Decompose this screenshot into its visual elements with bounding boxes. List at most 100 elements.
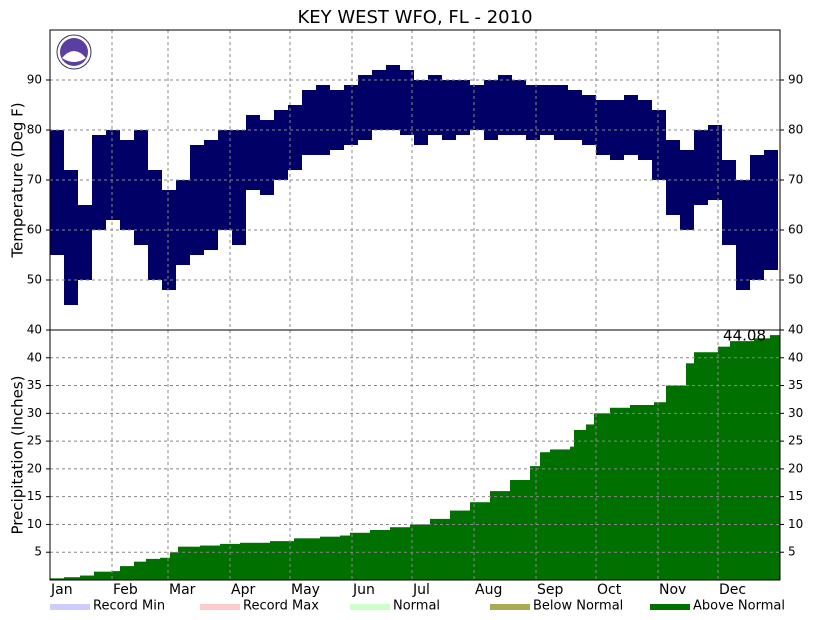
noaa-logo — [56, 34, 92, 70]
precip-step — [718, 346, 731, 580]
temperature-bar — [400, 70, 414, 135]
precip-step — [50, 578, 65, 580]
temperature-bar — [652, 110, 666, 180]
temperature-bar — [540, 85, 554, 135]
precip-step — [574, 430, 587, 580]
legend-label: Normal — [393, 599, 440, 614]
y-tick-label: 15 — [27, 489, 42, 503]
temperature-bar — [50, 130, 64, 255]
temperature-bar — [680, 150, 694, 230]
precip-step — [80, 575, 95, 580]
y-tick-label: 20 — [27, 461, 42, 475]
precip-step — [686, 363, 695, 580]
y-tick-label: 40 — [788, 350, 803, 364]
y-tick-label: 35 — [788, 378, 803, 392]
precip-step — [270, 541, 295, 580]
x-tick-label: Jan — [50, 582, 73, 598]
legend-swatch — [350, 604, 390, 610]
legend-label: Above Normal — [693, 599, 785, 614]
precip-step — [350, 532, 371, 580]
temperature-bar — [764, 150, 778, 270]
precip-step — [220, 543, 241, 580]
temperature-bar — [358, 75, 372, 140]
plot-area — [50, 65, 778, 305]
temperature-bar — [596, 100, 610, 155]
precip-step — [320, 536, 341, 580]
total-label: 44.08 — [723, 327, 766, 345]
y-tick-label: 50 — [27, 273, 42, 287]
precip-step — [64, 577, 81, 580]
temperature-bar — [190, 145, 204, 255]
precip-step — [550, 449, 571, 580]
precip-step — [430, 518, 451, 580]
temperature-bar — [624, 95, 638, 155]
temperature-bar — [78, 205, 92, 280]
y-tick-label: 15 — [788, 489, 803, 503]
legend-swatch — [50, 604, 90, 610]
temperature-bar — [274, 110, 288, 180]
y-tick-label: 90 — [27, 73, 42, 87]
temperature-bar — [344, 85, 358, 145]
precip-step — [570, 446, 575, 580]
y-tick-label: 30 — [788, 406, 803, 420]
precip-step — [540, 452, 551, 580]
precip-step — [630, 405, 655, 580]
precip-step — [134, 561, 147, 580]
temperature-bar — [708, 125, 722, 200]
temperature-bar — [470, 85, 484, 130]
precip-step — [146, 558, 161, 580]
y-axis-label: Temperature (Deg F) — [9, 102, 27, 258]
legend-label: Below Normal — [533, 599, 623, 614]
temperature-bar — [260, 120, 274, 195]
y-tick-label: 25 — [27, 434, 42, 448]
precip-step — [410, 524, 431, 580]
y-tick-label: 40 — [27, 350, 42, 364]
temperature-bar — [736, 180, 750, 290]
temperature-bar — [666, 140, 680, 215]
temperature-bar — [106, 130, 120, 220]
temperature-bar — [64, 170, 78, 305]
y-tick-label: 80 — [788, 123, 803, 137]
precip-step — [170, 552, 179, 580]
precip-step — [390, 527, 411, 580]
y-tick-label: 10 — [788, 517, 803, 531]
precip-step — [610, 407, 631, 580]
legend-swatch — [490, 604, 530, 610]
temperature-bar — [456, 80, 470, 135]
precip-step — [770, 335, 780, 580]
x-tick-label: Dec — [719, 582, 746, 598]
y-tick-label: 50 — [788, 273, 803, 287]
temperature-bar — [568, 90, 582, 140]
temperature-bar — [246, 115, 260, 190]
x-tick-label: Mar — [169, 582, 196, 598]
temperature-bar — [372, 70, 386, 130]
temperature-bar — [512, 80, 526, 135]
legend-swatch — [200, 604, 240, 610]
temperature-bar — [442, 80, 456, 140]
precip-step — [200, 545, 221, 580]
y-tick-label: 10 — [27, 517, 42, 531]
temperature-bar — [498, 75, 512, 135]
temperature-bar — [232, 130, 246, 245]
temperature-bar — [92, 135, 106, 230]
precip-step — [510, 480, 531, 580]
precip-step — [120, 566, 135, 580]
legend-label: Record Min — [93, 599, 165, 614]
precip-step — [754, 338, 771, 580]
temperature-bar — [722, 160, 736, 245]
x-tick-label: May — [291, 582, 320, 598]
temperature-bar — [554, 85, 568, 140]
y-tick-label: 20 — [788, 461, 803, 475]
y-tick-label: 90 — [788, 73, 803, 87]
precip-step — [112, 571, 121, 580]
temperature-bar — [176, 180, 190, 265]
precip-step — [490, 491, 511, 580]
temperature-bar — [120, 140, 134, 230]
y-tick-label: 40 — [788, 323, 803, 337]
temperature-bar — [162, 190, 176, 290]
y-tick-label: 60 — [27, 223, 42, 237]
temperature-bar — [330, 90, 344, 150]
temperature-bar — [288, 105, 302, 170]
x-tick-label: Aug — [475, 582, 502, 598]
